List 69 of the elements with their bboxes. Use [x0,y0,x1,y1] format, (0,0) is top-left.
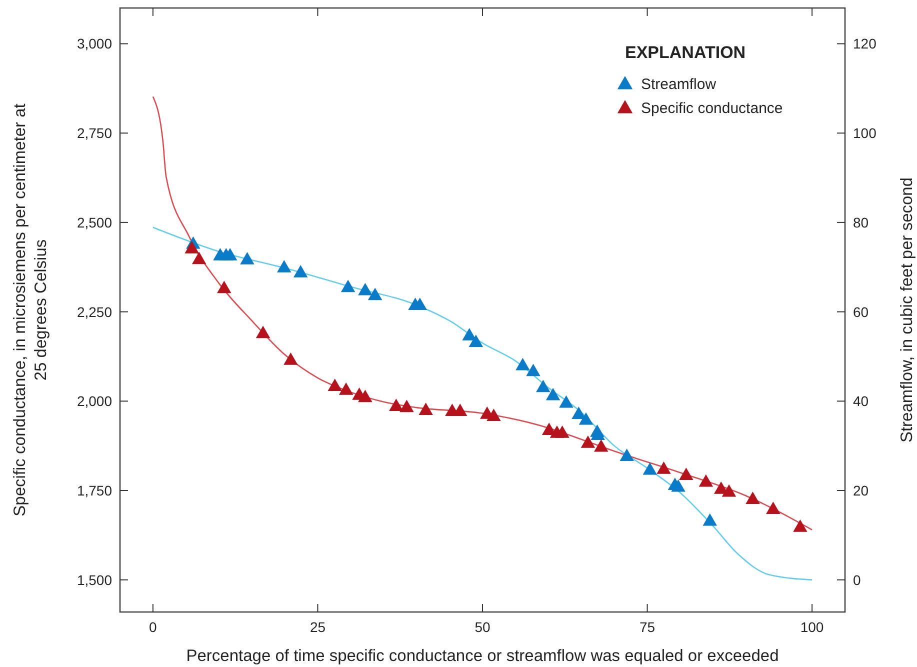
y-axis-title: Specific conductance, in microsiemens per centimeter at 25 degrees Celsius [11,103,50,516]
point [536,380,550,392]
y-tick-label: 3,000 [76,36,112,52]
point [486,408,501,422]
x-tick-label: 50 [474,619,490,635]
point [389,398,404,412]
point [368,288,382,300]
point [766,502,780,514]
point [358,282,372,296]
y2-tick-label: 40 [853,393,869,410]
y2-tick-label: 0 [853,572,861,588]
point [580,435,596,448]
y2-tick-label: 80 [853,214,869,230]
point [642,462,658,475]
line-series [152,226,813,580]
point [276,260,292,272]
y-tick-label: 2,750 [76,125,112,142]
point [526,364,540,376]
point [746,492,760,504]
y-tick-label: 1,750 [76,482,112,498]
x-tick-label: 25 [310,619,326,635]
point [559,395,574,408]
point [656,462,671,474]
point [184,241,199,254]
point [698,474,714,487]
y-tick-label: 2,250 [76,304,112,320]
point [400,400,414,412]
x-tick-label: 75 [639,619,656,635]
x-tick-label: 0 [149,619,158,635]
point [620,448,634,461]
point [418,402,433,415]
point [240,252,254,264]
point [217,280,232,294]
point [679,468,694,480]
y2-axis-title: Streamflow, in cubic feet per second [898,177,916,443]
point [358,390,372,402]
y-tick-label: 2,500 [76,214,112,230]
point [340,280,356,292]
point [468,334,484,348]
x-tick-label: 100 [800,619,824,635]
x-axis-title: Percentage of time specific conductance or streamflow was equaled or exceeded [186,647,779,665]
line-series [152,96,813,530]
point [722,484,736,497]
legend-label: Specific conductance [641,100,783,117]
legend-title: EXPLANATION [625,43,746,62]
point [338,382,354,395]
point [328,378,342,391]
point [702,513,718,526]
point [594,439,608,452]
y-tick-label: 1,500 [76,572,112,588]
point [256,326,270,338]
point [671,479,686,492]
y2-tick-label: 20 [853,482,869,498]
point [572,406,586,419]
point [555,425,570,438]
legend-label: Streamflow [641,76,716,93]
point [284,352,298,365]
point [578,412,594,425]
point [516,358,530,370]
point [293,264,308,278]
point [546,388,560,400]
y2-tick-label: 60 [853,304,869,320]
point [192,252,206,264]
point [793,519,808,532]
point [222,248,238,260]
y2-tick-label: 100 [853,125,877,142]
y-tick-label: 2,000 [76,393,112,410]
y2-tick-label: 120 [853,36,877,52]
point [462,328,476,340]
